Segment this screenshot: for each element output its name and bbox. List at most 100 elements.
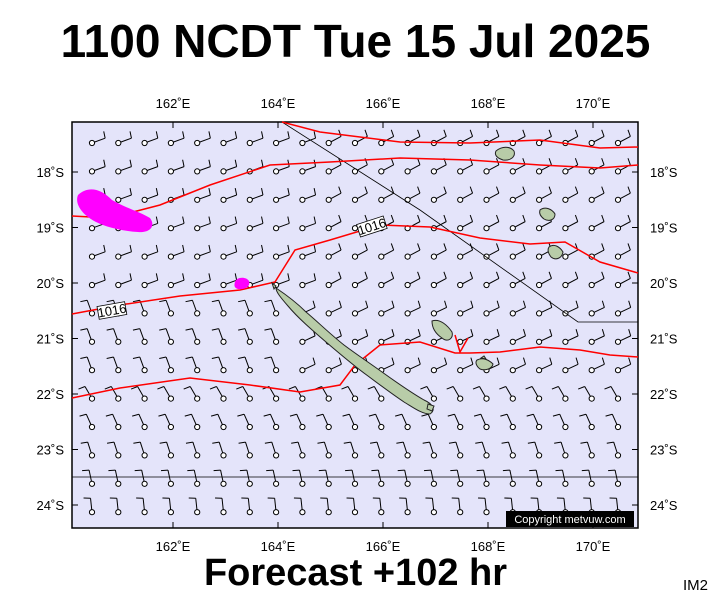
wind-barb [185, 441, 201, 459]
wind-barb [160, 469, 174, 487]
wind-barb [194, 244, 211, 260]
wind-barb [141, 244, 159, 260]
wind-barb [562, 357, 579, 374]
wind-barb [80, 441, 96, 459]
wind-barb [238, 299, 253, 317]
wind-barb [399, 497, 411, 516]
wind-barb [158, 413, 174, 431]
lon-tick-label: 170˚E [576, 96, 611, 111]
wind-barb [238, 441, 253, 459]
wind-barb [211, 356, 227, 374]
wind-barb [562, 186, 579, 203]
lat-tick-label: 21˚S [650, 332, 678, 347]
lon-tick-label: 164˚E [261, 539, 296, 554]
rain-patches [77, 189, 250, 290]
wind-barb [264, 328, 280, 345]
isobar-label-group-2: 1016 [96, 301, 127, 321]
wind-barb [614, 186, 631, 203]
wind-barb [316, 413, 332, 431]
wind-barb [536, 186, 552, 203]
wind-barb [501, 441, 516, 459]
wind-barb [209, 386, 227, 402]
wind-barb [614, 271, 631, 289]
wind-barb [562, 158, 579, 175]
wind-barb [105, 413, 122, 431]
wind-barb [351, 300, 369, 317]
wind-barb [614, 329, 632, 345]
wind-barb [562, 329, 579, 345]
ouvea-island [431, 319, 453, 341]
wind-barb [167, 216, 185, 232]
wind-barb [351, 271, 368, 289]
wind-barb [421, 413, 437, 431]
wind-barb [536, 271, 552, 289]
wind-barb [325, 357, 342, 374]
lat-tick-label: 23˚S [37, 443, 65, 458]
wind-barb [367, 386, 385, 402]
axis-labels: 162˚E 162˚E 164˚E 164˚E 166˚E 166˚E 168˚E 168˚E… [37, 96, 678, 554]
wind-barb [430, 300, 448, 317]
wind-barb [404, 357, 421, 374]
wind-barb [79, 413, 96, 431]
wind-barb [509, 243, 526, 260]
wind-barb [133, 441, 148, 459]
wind-barb [588, 129, 605, 147]
isobar-label: 1016 [96, 301, 127, 321]
wind-barb [264, 299, 280, 317]
lat-tick-label: 19˚S [37, 221, 65, 236]
wind-barb [78, 386, 96, 402]
wind-barb [483, 300, 500, 317]
wind-barb [509, 357, 526, 374]
wind-barb [457, 243, 474, 260]
lat-tick-label: 23˚S [650, 443, 678, 458]
lat-tick-label: 22˚S [650, 387, 678, 402]
wind-barb [291, 441, 306, 459]
eez-boundary-line [281, 121, 638, 323]
wind-barb [183, 386, 201, 402]
wind-barb [483, 329, 500, 345]
wind-barb [289, 413, 306, 431]
wind-barb [115, 188, 132, 203]
lat-tick-label: 18˚S [37, 165, 65, 180]
wind-barb [115, 244, 132, 260]
wind-barb [430, 271, 447, 289]
wind-barb [588, 271, 605, 289]
wind-barb [80, 356, 96, 374]
rain-patch [234, 277, 250, 290]
wind-barb [588, 300, 605, 317]
wind-barb [325, 214, 342, 232]
wind-barb [115, 131, 132, 147]
wind-barb [167, 131, 185, 147]
wind-barb [351, 329, 369, 345]
wind-barb [509, 300, 526, 317]
wind-barb [472, 386, 490, 402]
wind-barb [299, 357, 316, 374]
wind-barb [238, 356, 253, 374]
wind-barb [509, 271, 526, 289]
wind-barb [529, 469, 543, 487]
wind-barb [162, 497, 174, 516]
copyright-box [506, 511, 634, 527]
wind-barb [588, 186, 605, 203]
wind-barb [88, 159, 106, 175]
wind-barb [185, 299, 201, 317]
isobar-line [71, 224, 639, 315]
wind-barb [299, 216, 317, 232]
lat-tick-label: 19˚S [650, 221, 678, 236]
wind-barb [451, 497, 464, 516]
wind-barb [273, 131, 290, 147]
wind-barb [273, 216, 290, 232]
wind-barb [457, 271, 474, 289]
wind-barb [614, 129, 631, 147]
wind-barb [106, 356, 122, 374]
wind-barb [88, 131, 106, 147]
wind-barbs [78, 129, 632, 516]
wind-barb [325, 300, 342, 317]
lon-tick-label: 162˚E [156, 539, 191, 554]
isobars [71, 121, 639, 399]
wind-barb [552, 413, 569, 431]
wind-barb [605, 413, 622, 431]
wind-barb [238, 328, 253, 345]
wind-barb [536, 129, 552, 147]
